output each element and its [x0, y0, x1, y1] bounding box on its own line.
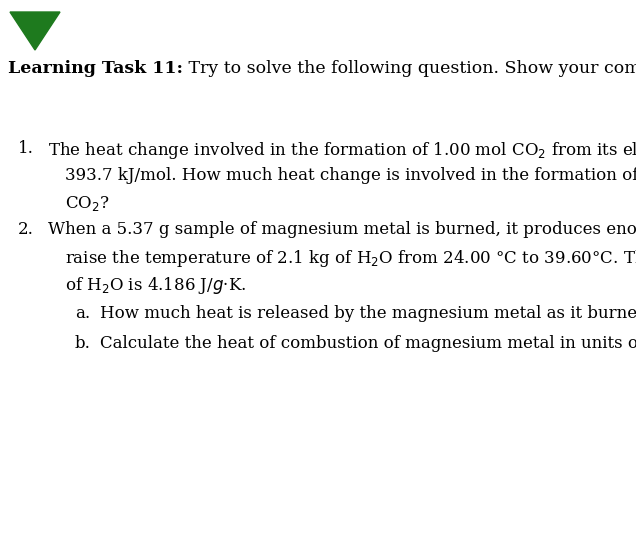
Text: The heat change involved in the formation of 1.00 mol CO$_2$ from its elements i: The heat change involved in the formatio… — [48, 140, 636, 161]
Text: Calculate the heat of combustion of magnesium metal in units of kJ/g.: Calculate the heat of combustion of magn… — [100, 335, 636, 352]
Text: of H$_2$O is 4.186 J/$g$·K.: of H$_2$O is 4.186 J/$g$·K. — [65, 275, 246, 296]
Text: Learning Task 11:: Learning Task 11: — [8, 60, 183, 77]
Text: 2.: 2. — [18, 221, 34, 238]
Text: 1.: 1. — [18, 140, 34, 157]
Text: How much heat is released by the magnesium metal as it burned?: How much heat is released by the magnesi… — [100, 305, 636, 322]
Text: a.: a. — [75, 305, 90, 322]
Text: Try to solve the following question. Show your complete solution.: Try to solve the following question. Sho… — [183, 60, 636, 77]
Text: 393.7 kJ/mol. How much heat change is involved in the formation of 0.576 mol: 393.7 kJ/mol. How much heat change is in… — [65, 167, 636, 184]
Text: When a 5.37 g sample of magnesium metal is burned, it produces enough heat to: When a 5.37 g sample of magnesium metal … — [48, 221, 636, 238]
Text: raise the temperature of 2.1 kg of H$_2$O from 24.00 °C to 39.60°C. The specific: raise the temperature of 2.1 kg of H$_2$… — [65, 248, 636, 269]
Text: b.: b. — [75, 335, 91, 352]
Polygon shape — [10, 12, 60, 50]
Text: CO$_2$?: CO$_2$? — [65, 194, 109, 213]
